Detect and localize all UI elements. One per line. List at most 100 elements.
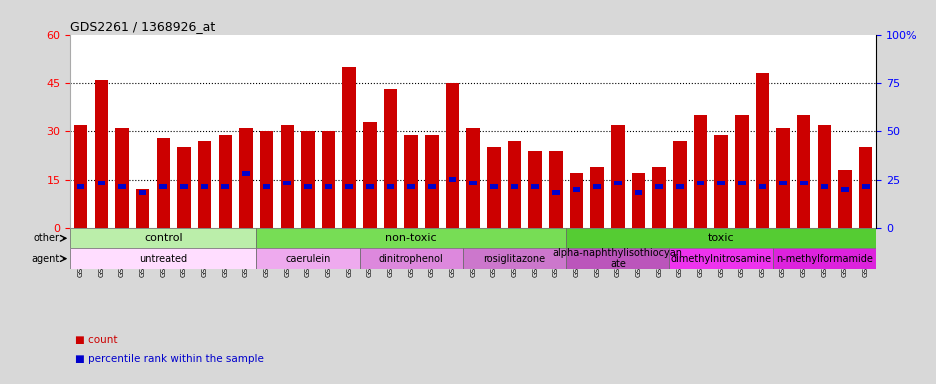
Bar — [384, 89, 397, 228]
Bar — [668, 248, 772, 269]
Bar — [551, 190, 559, 195]
Bar — [118, 184, 125, 189]
Bar — [363, 122, 376, 228]
Bar — [74, 125, 87, 228]
Bar — [838, 170, 851, 228]
Bar — [70, 228, 256, 248]
Text: alpha-naphthylisothiocyan
ate: alpha-naphthylisothiocyan ate — [552, 248, 682, 270]
Bar — [469, 180, 476, 185]
Bar — [797, 115, 810, 228]
Bar — [528, 151, 541, 228]
Bar — [675, 184, 683, 189]
Bar — [197, 141, 212, 228]
Bar — [70, 248, 256, 269]
Bar — [466, 128, 479, 228]
Bar — [634, 190, 641, 195]
Bar — [779, 180, 786, 185]
Bar — [136, 189, 149, 228]
Bar — [861, 184, 869, 189]
Bar — [259, 131, 273, 228]
Bar — [77, 184, 84, 189]
Bar — [817, 125, 830, 228]
Bar — [631, 173, 645, 228]
Bar — [448, 177, 456, 182]
Bar — [256, 228, 565, 248]
Bar — [321, 131, 335, 228]
Bar — [755, 73, 768, 228]
Bar — [404, 134, 417, 228]
Bar — [490, 184, 497, 189]
Bar — [531, 184, 538, 189]
Bar — [651, 167, 665, 228]
Bar — [799, 180, 807, 185]
Bar — [772, 248, 875, 269]
Bar — [693, 115, 707, 228]
Bar — [239, 128, 253, 228]
Bar — [820, 184, 827, 189]
Text: rosiglitazone: rosiglitazone — [483, 254, 545, 264]
Text: ■ count: ■ count — [75, 335, 117, 345]
Bar — [387, 184, 394, 189]
Text: caerulein: caerulein — [285, 254, 330, 264]
Text: dinitrophenol: dinitrophenol — [378, 254, 443, 264]
Bar — [262, 184, 271, 189]
Bar — [610, 125, 624, 228]
Bar — [510, 184, 518, 189]
Bar — [284, 180, 291, 185]
Bar — [343, 67, 356, 228]
Bar — [717, 180, 724, 185]
Bar — [654, 184, 662, 189]
Bar — [738, 180, 745, 185]
Text: n-methylformamide: n-methylformamide — [775, 254, 872, 264]
Bar — [462, 248, 565, 269]
Text: GDS2261 / 1368926_at: GDS2261 / 1368926_at — [70, 20, 215, 33]
Bar — [590, 167, 603, 228]
Text: dimethylnitrosamine: dimethylnitrosamine — [670, 254, 771, 264]
Bar — [241, 171, 249, 176]
Bar — [735, 115, 748, 228]
Bar — [139, 190, 146, 195]
Bar — [696, 180, 704, 185]
Bar — [446, 83, 459, 228]
Bar — [407, 184, 415, 189]
Bar — [366, 184, 373, 189]
Bar — [359, 248, 462, 269]
Bar — [218, 134, 232, 228]
Bar — [325, 184, 332, 189]
Bar — [592, 184, 600, 189]
Bar — [177, 147, 190, 228]
Bar — [713, 134, 727, 228]
Text: untreated: untreated — [139, 254, 187, 264]
Bar — [95, 80, 108, 228]
Bar — [304, 184, 312, 189]
Text: toxic: toxic — [707, 233, 734, 243]
Bar — [159, 184, 167, 189]
Bar — [180, 184, 187, 189]
Bar — [115, 128, 128, 228]
Bar — [565, 228, 875, 248]
Text: non-toxic: non-toxic — [385, 233, 436, 243]
Bar — [300, 131, 314, 228]
Text: other: other — [34, 233, 60, 243]
Bar — [280, 125, 294, 228]
Bar — [776, 128, 789, 228]
Bar — [425, 134, 438, 228]
Bar — [97, 180, 105, 185]
Bar — [672, 141, 686, 228]
Bar — [221, 184, 228, 189]
Bar — [548, 151, 562, 228]
Bar — [345, 184, 353, 189]
Text: control: control — [144, 233, 183, 243]
Bar — [428, 184, 435, 189]
Bar — [156, 138, 169, 228]
Bar — [858, 147, 871, 228]
Bar — [507, 141, 520, 228]
Bar — [758, 184, 766, 189]
Bar — [487, 147, 500, 228]
Bar — [256, 248, 359, 269]
Text: ■ percentile rank within the sample: ■ percentile rank within the sample — [75, 354, 264, 364]
Bar — [200, 184, 208, 189]
Bar — [565, 248, 668, 269]
Text: agent: agent — [32, 254, 60, 264]
Bar — [572, 187, 579, 192]
